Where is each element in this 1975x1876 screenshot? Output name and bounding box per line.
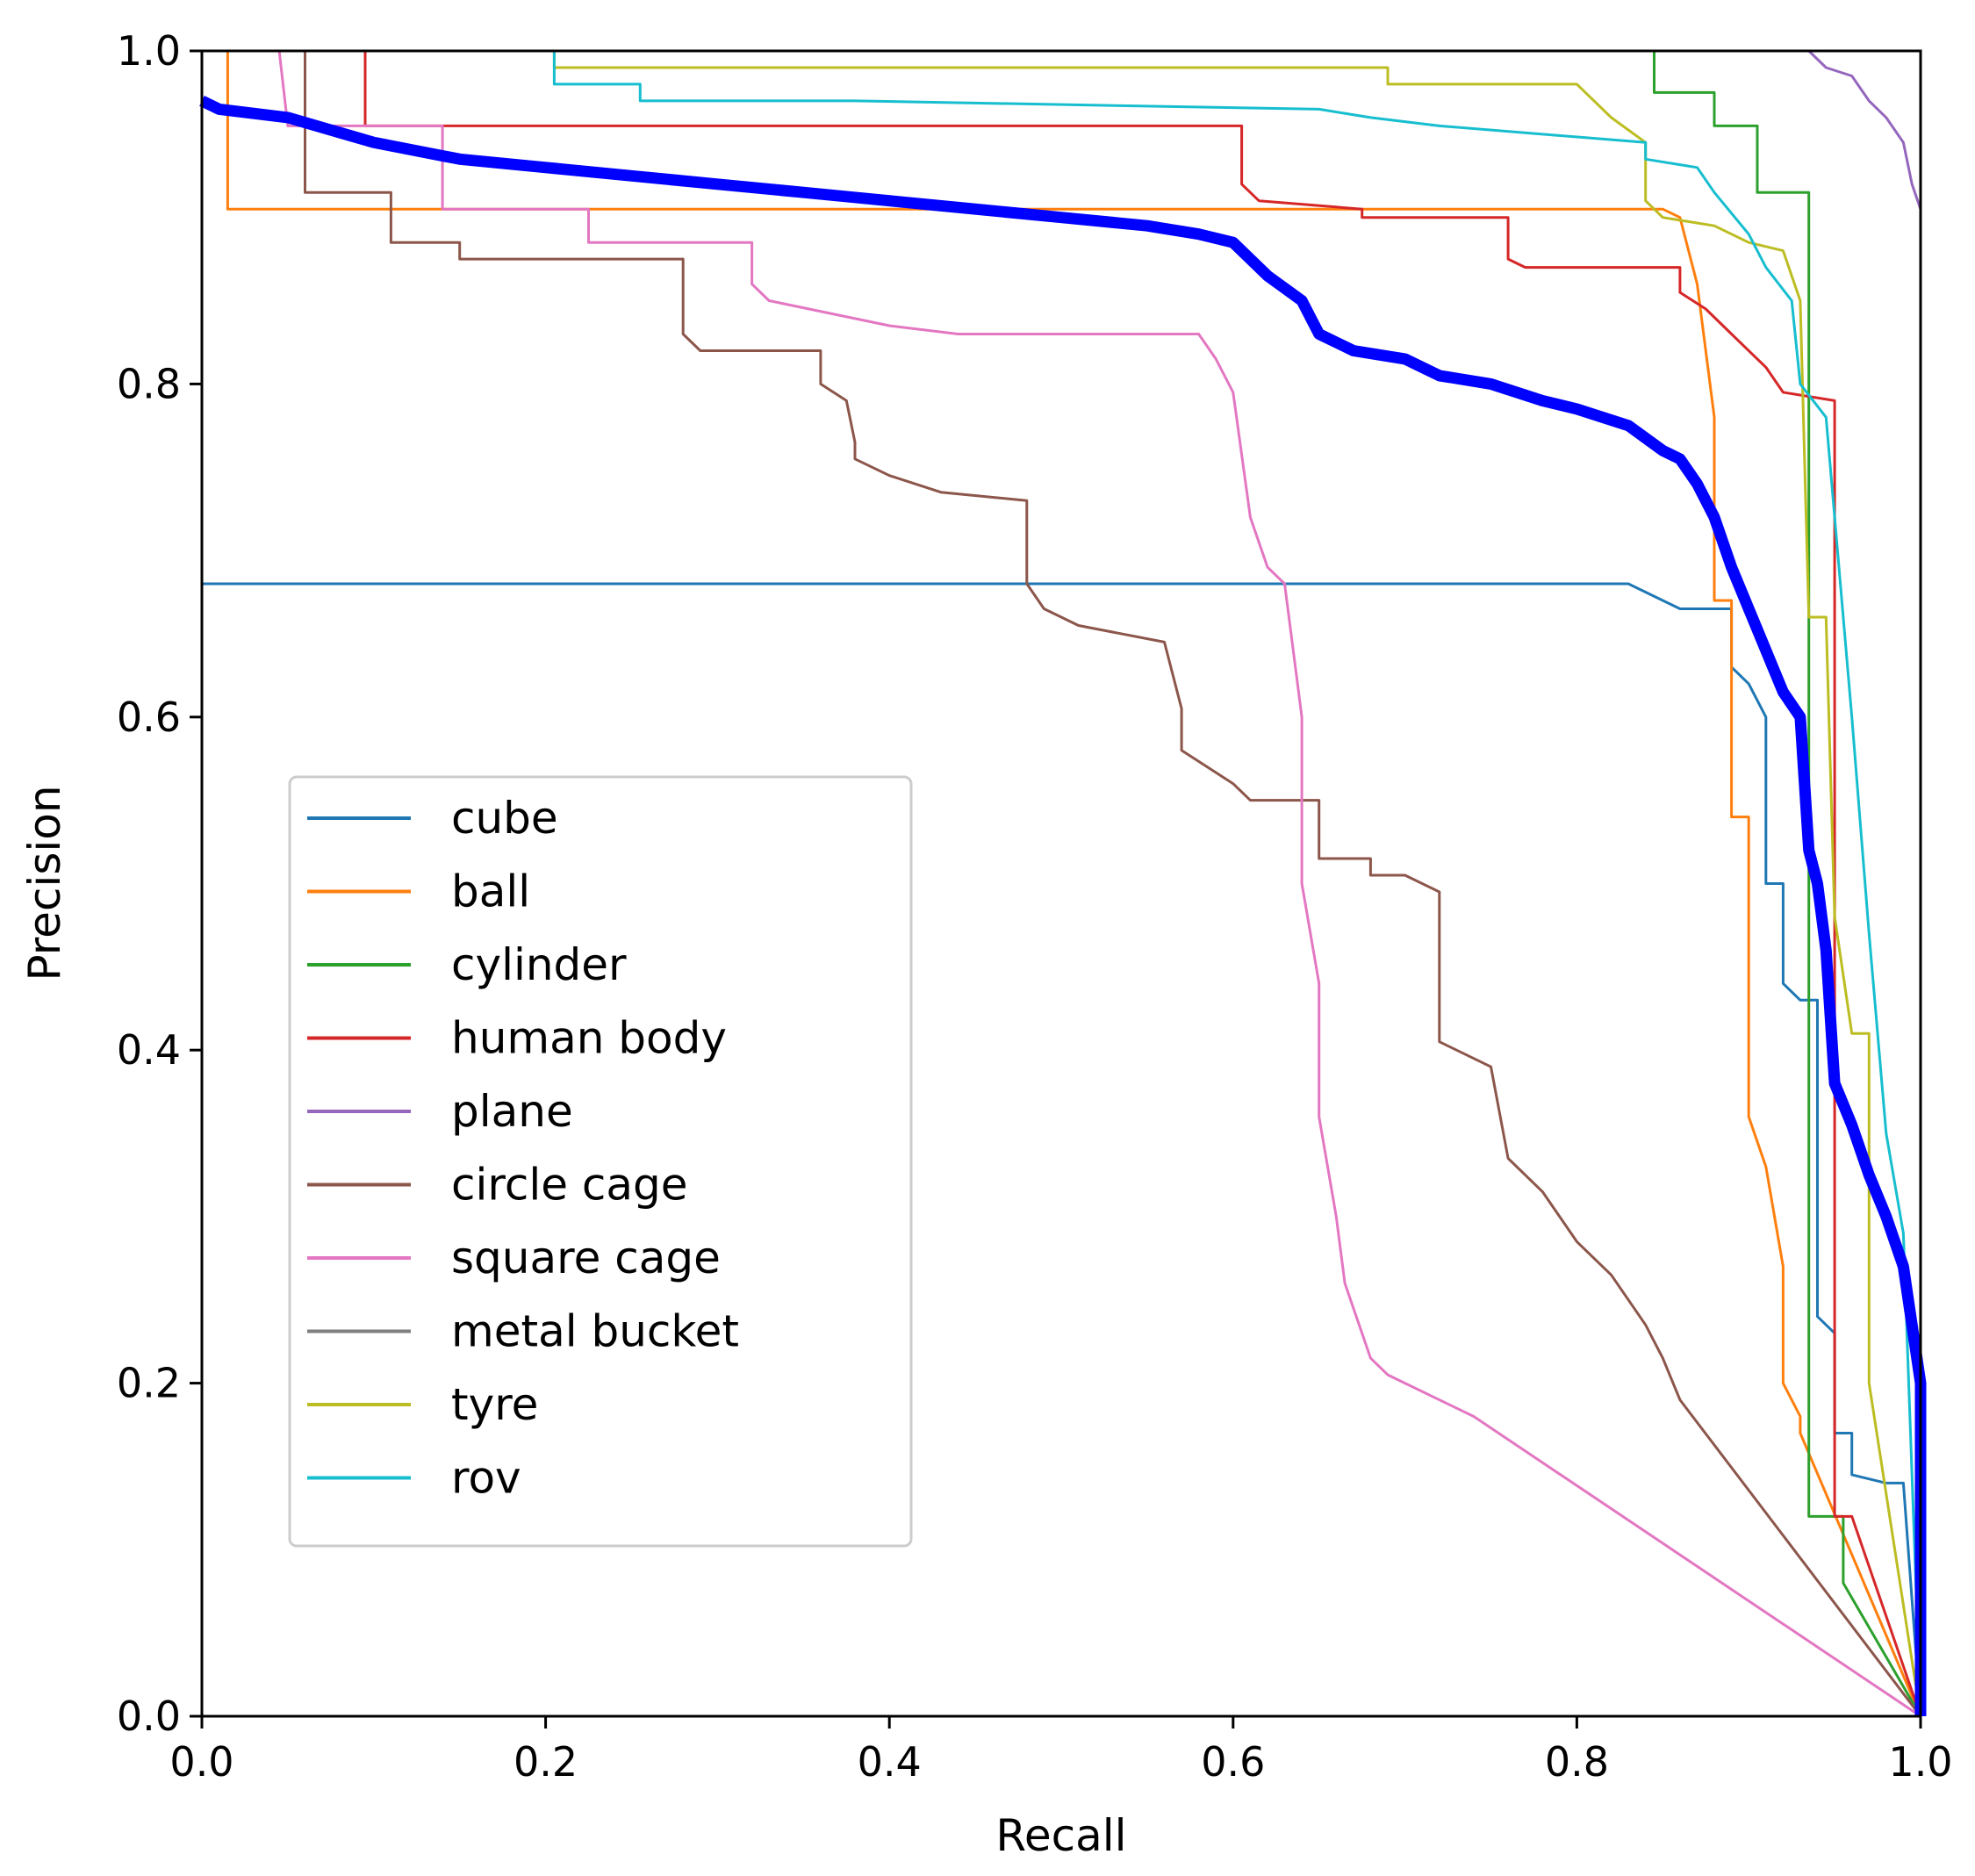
y-axis-label: Precision: [19, 785, 70, 981]
y-tick-label: 0.2: [117, 1360, 181, 1407]
series-line-square-cage-6: [277, 50, 1921, 1718]
x-axis-label: Recall: [995, 1810, 1126, 1861]
x-tick-label: 0.4: [858, 1738, 922, 1786]
series-line-circle-cage-5: [304, 51, 1922, 1717]
y-tick-label: 0.4: [117, 1026, 181, 1074]
series-line-human-body-3: [356, 49, 1922, 1717]
y-tick-label: 1.0: [117, 27, 181, 75]
x-tick-label: 1.0: [1888, 1738, 1952, 1786]
legend-label-cylinder: cylinder: [451, 939, 627, 990]
legend-label-square-cage: square cage: [451, 1233, 721, 1283]
y-tick-label: 0.0: [117, 1693, 181, 1740]
x-tick-label: 0.8: [1545, 1738, 1609, 1786]
plot-frame: [200, 49, 1922, 1718]
series-line-rov-9: [552, 51, 1922, 1717]
legend-label-rov: rov: [451, 1453, 521, 1504]
series-line-cylinder-2: [1645, 49, 1922, 1717]
series-line-cube-0: [202, 582, 1922, 1717]
x-axis: 0.0 0.2 0.4 0.6 0.8 1.0: [169, 1716, 1953, 1786]
legend: cube ball cylinder human body plane circle ca…: [288, 775, 913, 1548]
legend-label-metal-bucket: metal bucket: [451, 1306, 739, 1357]
series-line-tyre-8: [552, 51, 1922, 1717]
x-tick-label: 0.6: [1201, 1738, 1265, 1786]
legend-label-tyre: tyre: [451, 1379, 538, 1430]
y-tick-label: 0.8: [117, 360, 181, 407]
legend-label-circle-cage: circle cage: [451, 1160, 688, 1211]
x-tick-label: 0.2: [514, 1738, 578, 1786]
legend-label-ball: ball: [451, 866, 530, 917]
legend-label-plane: plane: [451, 1086, 573, 1137]
series-layer: [199, 49, 1927, 1718]
legend-label-cube: cube: [451, 793, 558, 844]
series-line-plane-4: [1807, 49, 1922, 210]
legend-label-human-body: human body: [451, 1013, 727, 1064]
legend-entries: cube ball cylinder human body plane circle ca…: [307, 793, 739, 1504]
series-line-overall-10: [199, 96, 1927, 1716]
y-tick-label: 0.6: [117, 694, 181, 741]
legend-box: [288, 775, 913, 1548]
x-tick-label: 0.0: [169, 1738, 233, 1786]
series-line-ball-1: [202, 49, 1922, 1717]
y-axis: 0.0 0.2 0.4 0.6 0.8 1.0: [117, 27, 202, 1740]
